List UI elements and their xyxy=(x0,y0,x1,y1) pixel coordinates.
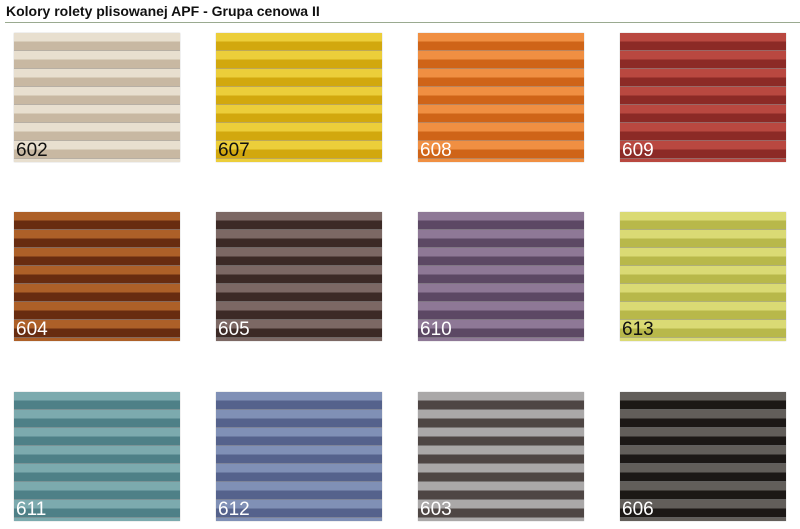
swatch-code: 610 xyxy=(420,319,452,340)
color-swatch-612[interactable]: 612 xyxy=(216,392,382,521)
color-swatch-613[interactable]: 613 xyxy=(620,212,786,341)
swatch-code: 607 xyxy=(218,140,250,161)
swatch-code: 602 xyxy=(16,140,48,161)
color-swatch-602[interactable]: 602 xyxy=(14,33,180,162)
swatch-code: 612 xyxy=(218,499,250,520)
color-swatch-605[interactable]: 605 xyxy=(216,212,382,341)
swatch-code: 609 xyxy=(622,140,654,161)
swatch-code: 604 xyxy=(16,319,48,340)
color-swatch-611[interactable]: 611 xyxy=(14,392,180,521)
swatch-code: 613 xyxy=(622,319,654,340)
title-divider xyxy=(5,22,800,23)
color-swatch-604[interactable]: 604 xyxy=(14,212,180,341)
color-swatch-606[interactable]: 606 xyxy=(620,392,786,521)
swatch-code: 605 xyxy=(218,319,250,340)
swatch-code: 608 xyxy=(420,140,452,161)
color-swatch-609[interactable]: 609 xyxy=(620,33,786,162)
swatch-code: 606 xyxy=(622,499,654,520)
color-swatch-608[interactable]: 608 xyxy=(418,33,584,162)
swatch-code: 603 xyxy=(420,499,452,520)
color-swatch-610[interactable]: 610 xyxy=(418,212,584,341)
swatch-code: 611 xyxy=(16,499,47,520)
color-swatch-603[interactable]: 603 xyxy=(418,392,584,521)
color-swatch-607[interactable]: 607 xyxy=(216,33,382,162)
page-title: Kolory rolety plisowanej APF - Grupa cen… xyxy=(6,3,320,19)
